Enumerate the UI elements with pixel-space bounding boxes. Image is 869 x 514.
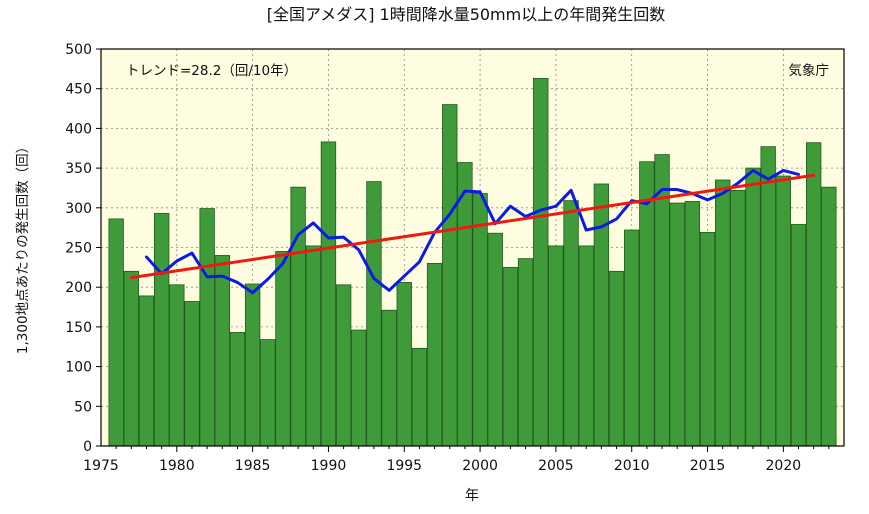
- y-tick-label: 300: [65, 201, 92, 217]
- bar: [229, 332, 246, 447]
- bar: [563, 200, 579, 447]
- y-tick-label: 350: [65, 161, 92, 177]
- bar: [548, 245, 564, 447]
- bar: [502, 266, 519, 447]
- source-annotation: 気象庁: [789, 63, 830, 79]
- trend-annotation: トレンド=28.2（回/10年）: [126, 63, 297, 79]
- bar: [790, 224, 807, 447]
- trend-line: [129, 173, 816, 280]
- axis-ticks: 0 50 100 150 200 250 300 350 400 450 500 1975 1980 19…: [65, 42, 830, 474]
- bar: [153, 212, 170, 447]
- chart-title: [全国アメダス] 1時間降水量50mm以上の年間発生回数: [267, 5, 665, 24]
- bar: [487, 232, 503, 447]
- y-tick-label: 200: [65, 280, 92, 296]
- bar: [745, 167, 761, 447]
- bar: [442, 104, 458, 447]
- x-tick-label: 1985: [235, 458, 271, 474]
- bar: [123, 270, 140, 447]
- bar: [244, 283, 261, 447]
- x-tick-label: 2010: [614, 458, 650, 474]
- bar: [214, 255, 230, 447]
- y-tick-label: 100: [65, 360, 92, 376]
- bar: [775, 175, 792, 447]
- bar: [669, 202, 685, 447]
- y-tick-label: 500: [65, 42, 92, 58]
- bar: [821, 186, 837, 447]
- x-tick-label: 2020: [766, 458, 802, 474]
- bar: [624, 229, 640, 447]
- y-tick-label: 450: [65, 82, 92, 98]
- bar: [381, 309, 397, 447]
- y-axis-label: 1,300地点あたりの発生回数（回）: [15, 140, 31, 354]
- bar: [472, 193, 488, 447]
- bar: [684, 201, 701, 447]
- bar: [517, 258, 534, 447]
- bar: [320, 141, 337, 447]
- bar: [305, 245, 321, 447]
- bar: [108, 218, 124, 447]
- bar: [533, 77, 549, 447]
- x-tick-label: 1995: [386, 458, 422, 474]
- bar: [335, 284, 352, 447]
- bar: [699, 232, 716, 447]
- bar: [805, 142, 822, 447]
- bar: [608, 270, 625, 447]
- bar: [366, 181, 382, 447]
- y-tick-label: 250: [65, 241, 92, 257]
- x-tick-label: 1975: [83, 458, 119, 474]
- bar: [351, 329, 367, 447]
- line-series: [129, 168, 816, 295]
- bar: [290, 186, 306, 447]
- bar: [426, 262, 443, 447]
- bar: [411, 347, 428, 447]
- bar: [578, 245, 594, 447]
- x-tick-label: 2015: [690, 458, 726, 474]
- bar: [730, 189, 746, 447]
- y-tick-label: 0: [83, 439, 92, 455]
- x-axis-label: 年: [465, 488, 479, 504]
- bar: [396, 282, 412, 447]
- x-tick-label: 2005: [538, 458, 574, 474]
- bar: [184, 301, 200, 447]
- bar: [260, 339, 276, 447]
- x-tick-label: 2000: [462, 458, 498, 474]
- bar: [715, 179, 731, 447]
- bar: [760, 146, 776, 447]
- y-tick-label: 150: [65, 320, 92, 336]
- bar: [275, 251, 291, 447]
- bar: [457, 162, 473, 447]
- bar: [169, 284, 185, 447]
- y-tick-label: 50: [74, 399, 92, 415]
- y-tick-label: 400: [65, 121, 92, 137]
- x-tick-label: 1990: [311, 458, 347, 474]
- x-tick-label: 1980: [159, 458, 195, 474]
- bar: [138, 295, 155, 447]
- bar: [199, 208, 215, 447]
